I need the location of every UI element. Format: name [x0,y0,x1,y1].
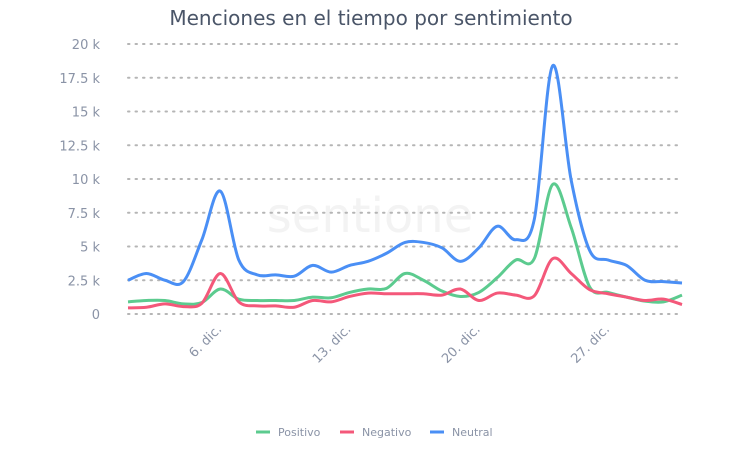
x-tick-label: 27. dic. [568,322,613,367]
y-tick-label: 10 k [72,173,101,188]
y-tick-label: 0 [92,308,100,323]
y-tick-label: 12.5 k [59,139,100,154]
x-tick-label: 13. dic. [310,322,355,367]
y-tick-label: 15 k [72,106,101,121]
legend-item-negativo[interactable]: Negativo [362,426,412,439]
y-tick-label: 20 k [72,38,101,53]
x-tick-label: 6. dic. [186,322,225,361]
sentione-watermark-logo: sentione [267,188,473,244]
legend-item-positivo[interactable]: Positivo [278,426,321,439]
y-tick-label: 17.5 k [59,72,100,87]
y-tick-label: 2.5 k [68,274,101,289]
y-tick-label: 5 k [80,241,100,256]
legend-item-neutral[interactable]: Neutral [452,426,493,439]
series-line-neutral [127,64,683,286]
chart-title: Menciones en el tiempo por sentimiento [169,6,572,30]
x-tick-label: 20. dic. [439,322,484,367]
series-line-positivo [127,182,683,306]
series-line-negativo [127,256,683,310]
y-tick-label: 7.5 k [68,207,101,222]
